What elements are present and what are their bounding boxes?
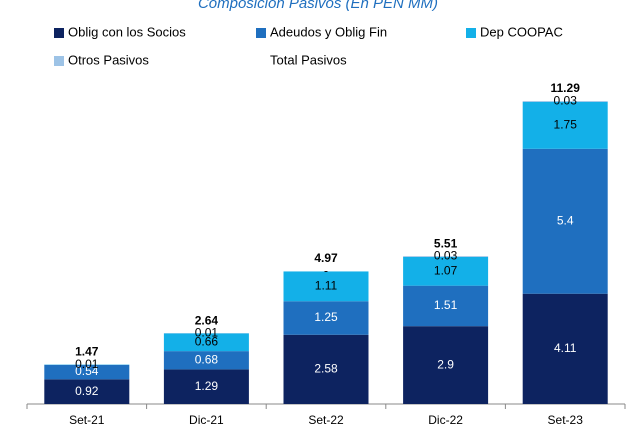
bar-segment (283, 334, 369, 404)
bar-segment (163, 351, 249, 370)
legend-swatch (54, 56, 64, 66)
data-label: 1.25 (314, 310, 338, 324)
data-label: 0.54 (75, 364, 99, 378)
bar-segment (403, 256, 489, 286)
legend-swatch (54, 28, 64, 38)
bar-segment (522, 148, 608, 294)
bar-segment (522, 101, 608, 149)
data-label: 2.58 (314, 362, 338, 376)
x-tick-label: Set-21 (69, 413, 105, 427)
data-label: 0.03 (554, 94, 578, 108)
bar-segment (283, 301, 369, 335)
x-tick-label: Set-22 (308, 413, 344, 427)
total-label: 1.47 (75, 345, 99, 359)
bar-segment (163, 333, 249, 352)
data-label: 1.75 (554, 118, 578, 132)
data-label: 0.01 (195, 325, 219, 339)
data-label: - (324, 264, 328, 278)
legend-label: Adeudos y Oblig Fin (270, 24, 387, 39)
legend-label: Oblig con los Socios (68, 24, 186, 39)
total-label: 2.64 (195, 313, 219, 327)
legend-label: Otros Pasivos (68, 52, 149, 67)
data-label: 0.03 (434, 249, 458, 263)
x-tick-label: Set-23 (548, 413, 584, 427)
legend-swatch (256, 28, 266, 38)
x-tick-label: Dic-22 (428, 413, 463, 427)
bar-segment (44, 364, 130, 380)
data-label: 0.68 (195, 352, 219, 366)
data-label: 1.29 (195, 379, 219, 393)
data-label: 0.01 (75, 357, 99, 371)
data-label: 5.4 (557, 213, 574, 227)
x-tick-label: Dic-21 (189, 413, 224, 427)
bar-segment (403, 256, 489, 257)
bar-segment (403, 285, 489, 327)
bar-segment (403, 326, 489, 404)
legend-label: Dep COOPAC (480, 24, 563, 39)
total-label: 4.97 (314, 251, 338, 265)
bar-segment (163, 369, 249, 404)
bar-segment (522, 293, 608, 404)
bar-segment (283, 271, 369, 302)
legend-swatch (466, 28, 476, 38)
total-label: 5.51 (434, 236, 458, 250)
data-label: 1.11 (315, 279, 338, 293)
data-label: 1.07 (434, 263, 458, 277)
legend-label: Total Pasivos (270, 52, 347, 67)
bar-segment (522, 101, 608, 102)
total-label: 11.29 (551, 81, 581, 95)
data-label: 0.92 (75, 384, 99, 398)
data-label: 4.11 (554, 341, 577, 355)
chart-title: Composición Pasivos (En PEN MM) (198, 0, 438, 12)
data-label: 2.9 (437, 357, 454, 371)
bar-segment (44, 379, 130, 404)
data-label: 1.51 (434, 298, 458, 312)
data-label: 0.66 (195, 334, 219, 348)
